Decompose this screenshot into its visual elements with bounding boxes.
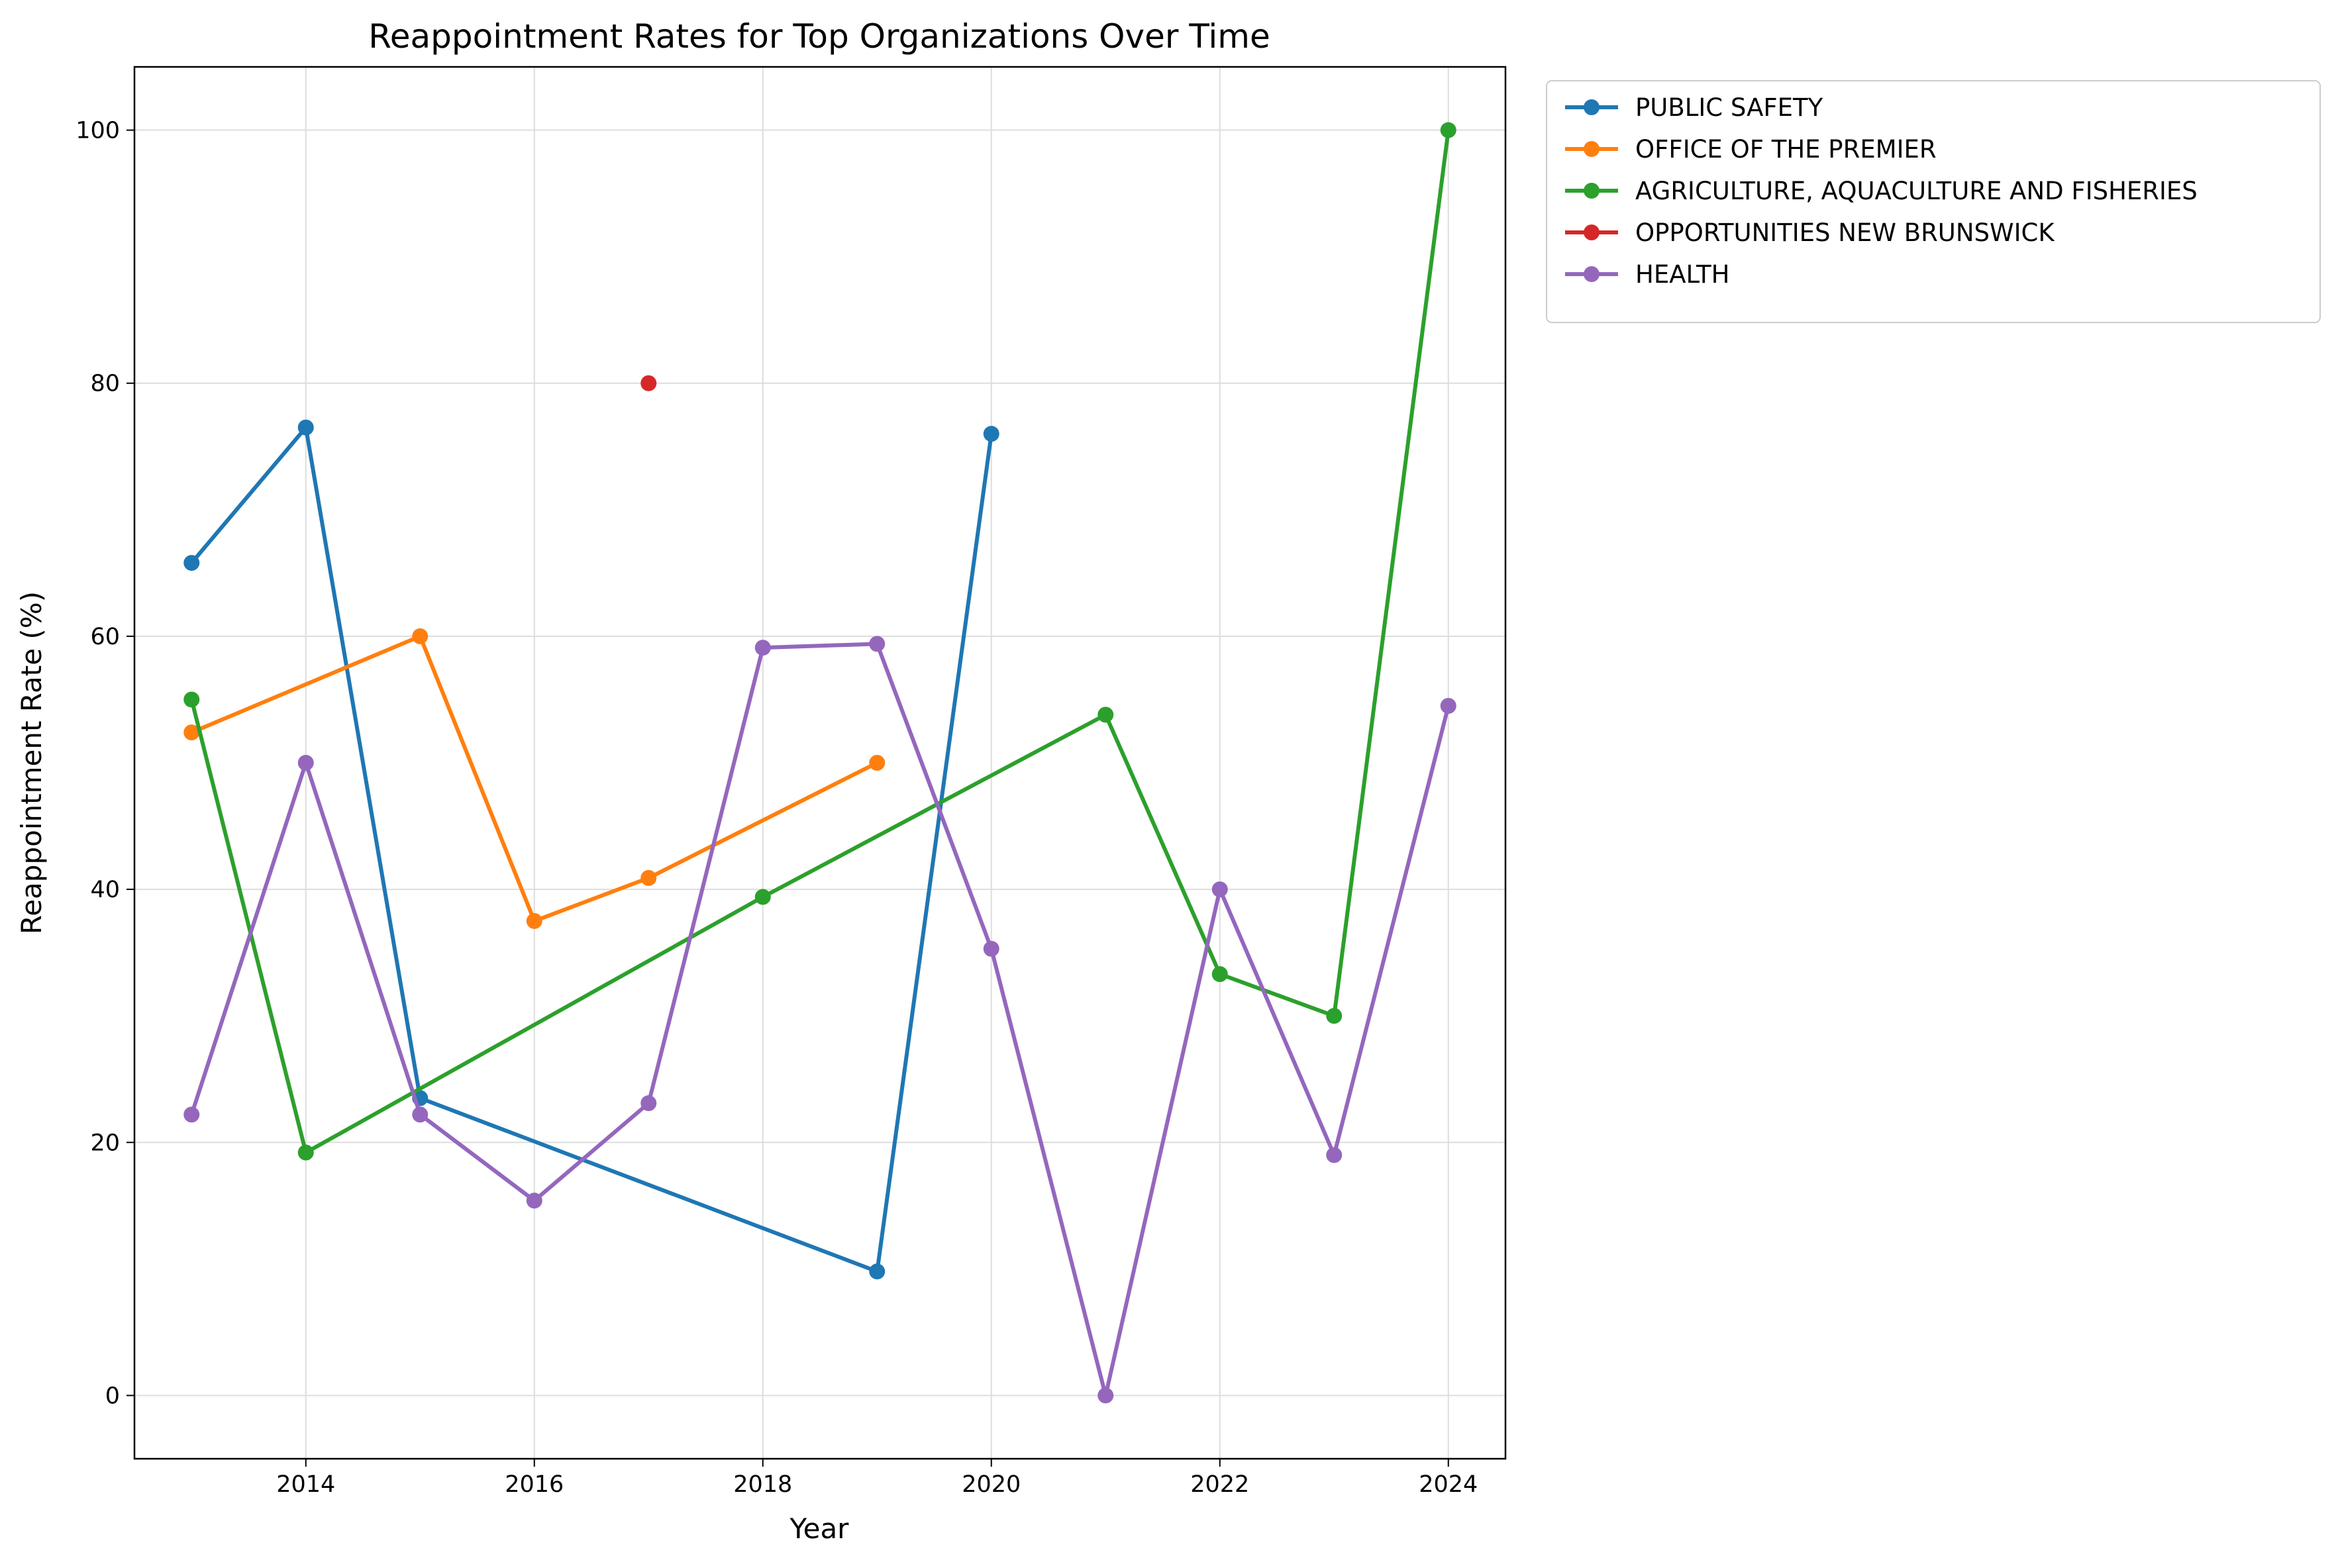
legend-marker (1584, 141, 1600, 157)
legend-label: HEALTH (1635, 260, 1729, 289)
data-point (297, 419, 314, 436)
y-tick-label: 60 (90, 624, 120, 650)
plot-frame (133, 66, 1507, 1460)
data-point (1097, 1387, 1114, 1404)
data-point (1440, 698, 1456, 714)
data-point (183, 555, 200, 571)
legend-item: OPPORTUNITIES NEW BRUNSWICK (1565, 219, 2055, 247)
legend-item: HEALTH (1565, 260, 1729, 289)
series-group (183, 628, 886, 929)
data-point (412, 1106, 429, 1123)
y-tick-label: 100 (76, 118, 120, 144)
x-tick-label: 2020 (962, 1471, 1021, 1498)
data-point (1440, 122, 1456, 138)
legend-marker (1584, 99, 1600, 115)
data-point (297, 1144, 314, 1161)
data-point (869, 636, 886, 652)
data-point (983, 940, 999, 957)
legend-marker (1584, 266, 1600, 282)
legend-label: AGRICULTURE, AQUACULTURE AND FISHERIES (1635, 177, 2198, 205)
legend-label: PUBLIC SAFETY (1635, 93, 1823, 122)
legend-label: OFFICE OF THE PREMIER (1635, 135, 1937, 164)
y-tick-label: 20 (90, 1130, 120, 1156)
data-point (640, 1095, 657, 1112)
data-point (1097, 707, 1114, 723)
legend-item: PUBLIC SAFETY (1565, 93, 1823, 122)
data-point (1326, 1008, 1343, 1024)
legend-marker (1584, 183, 1600, 199)
y-tick-label: 80 (90, 371, 120, 397)
x-tick-label: 2016 (505, 1471, 564, 1498)
axis-ticks: 2014 2016 2018 2020 2022 2024 0 20 40 60 80 100 (76, 118, 1478, 1498)
data-point (526, 1193, 542, 1209)
data-point (183, 691, 200, 708)
series-group (183, 419, 999, 1280)
x-tick-label: 2018 (733, 1471, 792, 1498)
data-point (754, 889, 771, 905)
series-group (183, 122, 1456, 1161)
data-point (869, 755, 886, 771)
data-point (983, 426, 999, 442)
series-group (640, 375, 657, 391)
data-point (183, 1106, 200, 1123)
series-group (183, 636, 1456, 1404)
data-point (640, 375, 657, 391)
x-axis-label: Year (789, 1512, 850, 1545)
x-tick-label: 2022 (1190, 1471, 1249, 1498)
x-tick-label: 2024 (1419, 1471, 1478, 1498)
grid-lines (134, 67, 1505, 1459)
data-point (526, 912, 542, 929)
y-tick-label: 0 (105, 1383, 120, 1409)
data-point (412, 628, 429, 644)
data-point (1326, 1147, 1343, 1163)
data-point (869, 1263, 886, 1280)
data-point (297, 755, 314, 771)
legend-marker (1584, 224, 1600, 240)
y-tick-label: 40 (90, 877, 120, 903)
legend-label: OPPORTUNITIES NEW BRUNSWICK (1635, 219, 2055, 247)
legend-item: AGRICULTURE, AQUACULTURE AND FISHERIES (1565, 177, 2198, 205)
legend-item: OFFICE OF THE PREMIER (1565, 135, 1937, 164)
chart-title: Reappointment Rates for Top Organization… (368, 17, 1270, 56)
data-point (754, 640, 771, 656)
legend: PUBLIC SAFETY OFFICE OF THE PREMIER AGRICU… (1546, 80, 2321, 323)
series-lines (183, 122, 1456, 1404)
data-point (1211, 881, 1228, 898)
y-axis-label: Reappointment Rate (%) (15, 591, 48, 934)
data-point (1211, 966, 1228, 983)
data-point (183, 724, 200, 741)
x-tick-label: 2014 (276, 1471, 335, 1498)
data-point (640, 869, 657, 886)
legend-box (1546, 80, 2321, 323)
series-line (189, 642, 1450, 1398)
